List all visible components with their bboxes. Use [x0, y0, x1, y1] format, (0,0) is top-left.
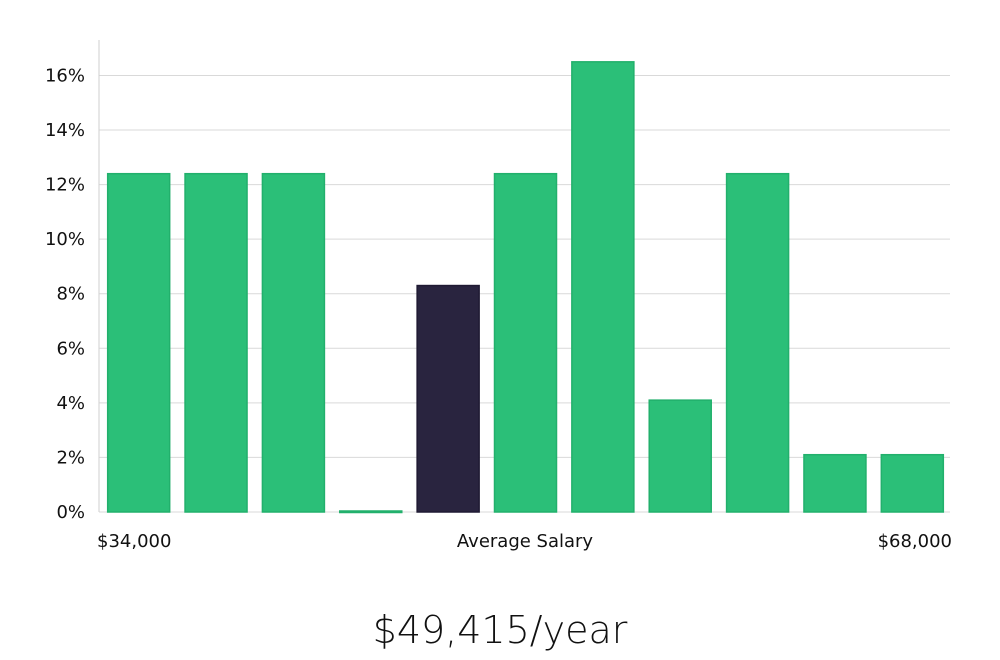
y-tick-label: 2% [56, 447, 85, 468]
bar [339, 510, 403, 514]
salary-histogram-chart: 0% 2% 4% 6% 8% 10% 12% 14% 16% $34,000 Average S… [45, 40, 952, 552]
x-min-label: $34,000 [97, 531, 171, 552]
bar [880, 453, 945, 513]
y-axis-ticks: 0% 2% 4% 6% 8% 10% 12% 14% 16% [45, 65, 85, 523]
bar [725, 172, 790, 513]
bar [493, 172, 558, 513]
bars [106, 61, 945, 514]
y-tick-label: 6% [56, 338, 85, 359]
bar [184, 172, 248, 513]
x-axis-title: Average Salary [457, 531, 594, 552]
y-tick-label: 8% [56, 284, 85, 305]
bar-highlighted [416, 284, 480, 513]
x-max-label: $68,000 [878, 531, 952, 552]
bar [261, 172, 326, 513]
y-tick-label: 16% [45, 65, 85, 86]
bar [571, 61, 635, 513]
y-tick-label: 12% [45, 175, 85, 196]
y-tick-label: 10% [45, 229, 85, 250]
average-salary-value: $49,415/year [372, 608, 628, 652]
bar [803, 453, 867, 513]
y-tick-label: 4% [56, 393, 85, 414]
y-tick-label: 14% [45, 120, 85, 141]
y-tick-label: 0% [56, 502, 85, 523]
bar [648, 399, 712, 513]
bar [106, 172, 171, 513]
